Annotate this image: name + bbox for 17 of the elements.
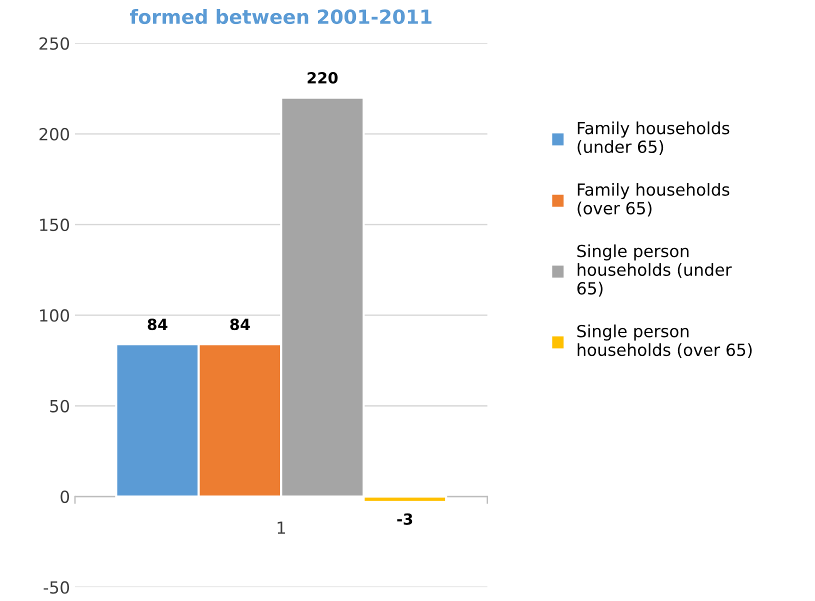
chart-title: formed between 2001-2011 [130, 9, 432, 24]
y-tick-label: 250 [40, 37, 70, 50]
data-label: -3 [397, 513, 412, 525]
legend-label: Single person households (under 65) [577, 244, 732, 297]
x-tick-label: 1 [278, 522, 285, 534]
y-tick-label: 50 [50, 400, 70, 412]
y-tick-label: -50 [44, 581, 70, 594]
legend-label: Family households (under 65) [578, 121, 730, 156]
legend-label: Family households (over 65) [578, 182, 730, 216]
y-tick-label: 0 [60, 490, 70, 504]
data-label: 220 [308, 72, 338, 84]
y-tick-label: 150 [40, 218, 70, 232]
y-tick-label: 100 [40, 309, 70, 322]
data-label: 84 [230, 318, 250, 330]
y-tick-label: 200 [40, 128, 70, 140]
legend-label: Single person households (over 65) [577, 324, 752, 358]
data-label: 84 [148, 318, 168, 330]
